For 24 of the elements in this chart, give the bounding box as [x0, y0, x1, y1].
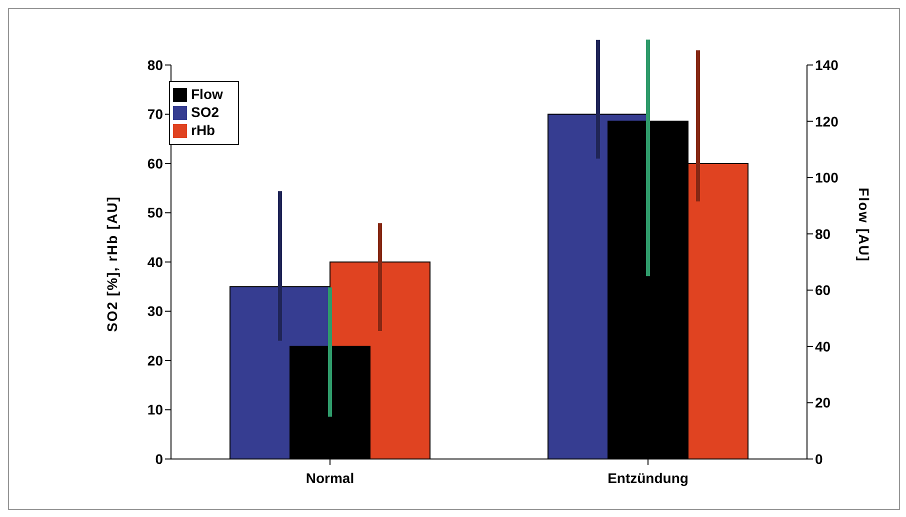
y2-tick-label: 120 [815, 113, 839, 130]
y-tick-label: 60 [147, 155, 164, 172]
x-tick-label: Entzündung [608, 470, 688, 486]
y-tick-label: 40 [147, 254, 164, 270]
y2-tick-label: 100 [815, 170, 839, 186]
y2-tick-label: 40 [815, 338, 831, 354]
y-tick-label: 0 [155, 450, 164, 467]
legend-label: rHb [191, 122, 216, 138]
y-tick-label: 50 [147, 204, 164, 221]
y-tick-label: 70 [147, 106, 164, 122]
y-tick-label: 30 [147, 303, 164, 320]
y-tick-label: 10 [147, 402, 164, 418]
legend-label: Flow [191, 86, 223, 102]
y-tick-label: 20 [147, 352, 164, 368]
y2-tick-label: 140 [815, 56, 839, 73]
y-axis-title: SO2 [%], rHb [AU] [104, 196, 120, 332]
y-tick-label: 80 [147, 56, 164, 73]
y2-tick-label: 0 [815, 450, 823, 467]
x-tick-label: Normal [306, 470, 354, 486]
y2-tick-label: 20 [815, 394, 831, 411]
y2-tick-label: 60 [815, 282, 831, 298]
y2-tick-label: 80 [815, 226, 831, 242]
legend-label: SO2 [191, 104, 220, 120]
y2-axis-title: Flow [AU] [856, 188, 872, 262]
